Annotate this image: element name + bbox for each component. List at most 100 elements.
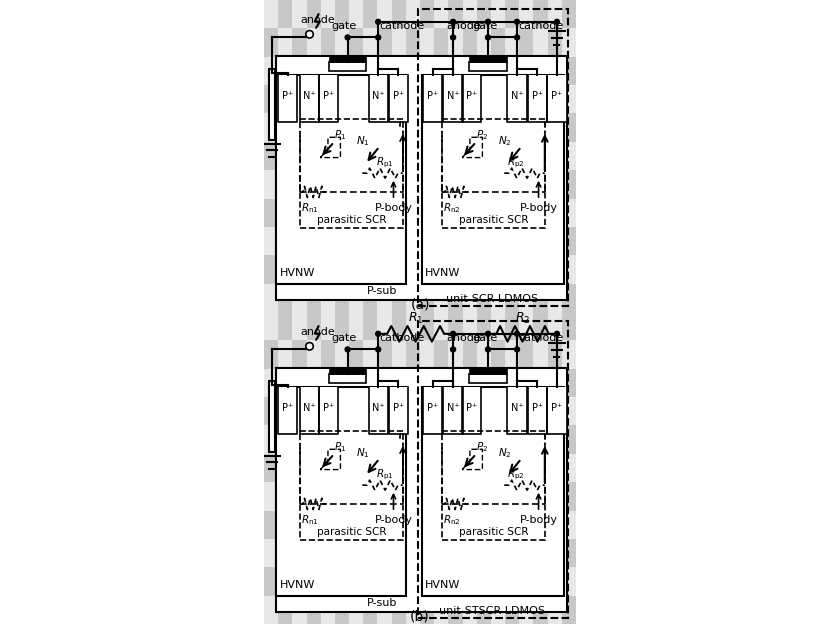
Bar (449, 284, 463, 312)
Bar (444, 387, 463, 434)
Bar (562, 426, 576, 454)
Text: P-body: P-body (375, 494, 412, 525)
Bar (519, 340, 533, 369)
Bar (562, 567, 576, 596)
Text: N⁺: N⁺ (303, 91, 316, 101)
Bar (422, 75, 564, 284)
Bar (562, 170, 576, 198)
Bar (562, 85, 576, 114)
Text: $R_{\mathrm{p1}}$: $R_{\mathrm{p1}}$ (376, 467, 394, 482)
Bar (420, 397, 434, 426)
Bar (533, 227, 548, 255)
Bar (264, 340, 278, 369)
Bar (300, 119, 403, 228)
Bar (477, 142, 491, 170)
Text: P⁺: P⁺ (393, 91, 404, 101)
Bar (278, 85, 292, 114)
Bar (420, 57, 434, 85)
Text: anode: anode (300, 15, 335, 25)
Bar (477, 198, 491, 227)
Bar (562, 28, 576, 57)
Bar (463, 539, 477, 567)
Circle shape (375, 331, 381, 336)
Bar (449, 28, 463, 57)
Circle shape (486, 347, 491, 352)
Bar (562, 340, 576, 369)
Bar (519, 454, 533, 482)
Bar (420, 227, 434, 255)
Bar (491, 596, 505, 624)
Bar (406, 85, 420, 114)
Bar (321, 114, 335, 142)
Bar (434, 114, 449, 142)
Bar (307, 57, 321, 85)
Bar (363, 227, 377, 255)
Bar (505, 0, 519, 28)
Bar (562, 227, 576, 255)
Bar (420, 567, 434, 596)
Bar (377, 28, 391, 57)
Bar (321, 57, 335, 85)
Bar (406, 170, 420, 198)
Bar (329, 368, 366, 374)
Circle shape (450, 347, 455, 352)
Bar (292, 142, 307, 170)
Bar (434, 397, 449, 426)
Text: N⁺: N⁺ (511, 403, 523, 413)
Bar (477, 170, 491, 198)
Bar (377, 369, 391, 397)
Bar (349, 397, 363, 426)
Bar (406, 227, 420, 255)
Bar (422, 387, 564, 596)
Text: N⁺: N⁺ (511, 91, 523, 101)
Bar (292, 340, 307, 369)
Bar (363, 596, 377, 624)
Bar (276, 368, 567, 612)
Bar (335, 0, 349, 28)
Bar (389, 387, 408, 434)
Text: P⁺: P⁺ (393, 403, 404, 413)
Bar (377, 567, 391, 596)
Bar (548, 227, 562, 255)
Bar (278, 255, 292, 284)
Bar (477, 539, 491, 567)
Bar (321, 567, 335, 596)
Bar (321, 426, 335, 454)
Bar (533, 198, 548, 227)
Bar (519, 284, 533, 312)
Bar (477, 28, 491, 57)
Bar (406, 482, 420, 510)
Circle shape (486, 35, 491, 40)
Bar (420, 255, 434, 284)
Bar (292, 426, 307, 454)
Bar (349, 0, 363, 28)
Bar (349, 255, 363, 284)
Text: $N_2$: $N_2$ (498, 134, 512, 149)
Text: $N_1$: $N_1$ (356, 134, 370, 149)
Bar (449, 85, 463, 114)
Bar (278, 227, 292, 255)
Bar (321, 142, 335, 170)
Circle shape (345, 347, 350, 352)
Bar (307, 85, 321, 114)
Bar (292, 284, 307, 312)
Bar (278, 397, 292, 426)
Text: $R_1$: $R_1$ (408, 311, 423, 326)
Bar (449, 227, 463, 255)
Bar (505, 454, 519, 482)
Bar (406, 255, 420, 284)
Bar (462, 75, 481, 122)
Bar (349, 454, 363, 482)
Bar (519, 198, 533, 227)
Bar (533, 369, 548, 397)
Bar (505, 369, 519, 397)
Bar (321, 85, 335, 114)
Bar (562, 510, 576, 539)
Bar (278, 142, 292, 170)
Bar (463, 198, 477, 227)
Bar (321, 28, 335, 57)
Bar (491, 510, 505, 539)
Bar (463, 57, 477, 85)
Bar (519, 142, 533, 170)
Bar (377, 426, 391, 454)
